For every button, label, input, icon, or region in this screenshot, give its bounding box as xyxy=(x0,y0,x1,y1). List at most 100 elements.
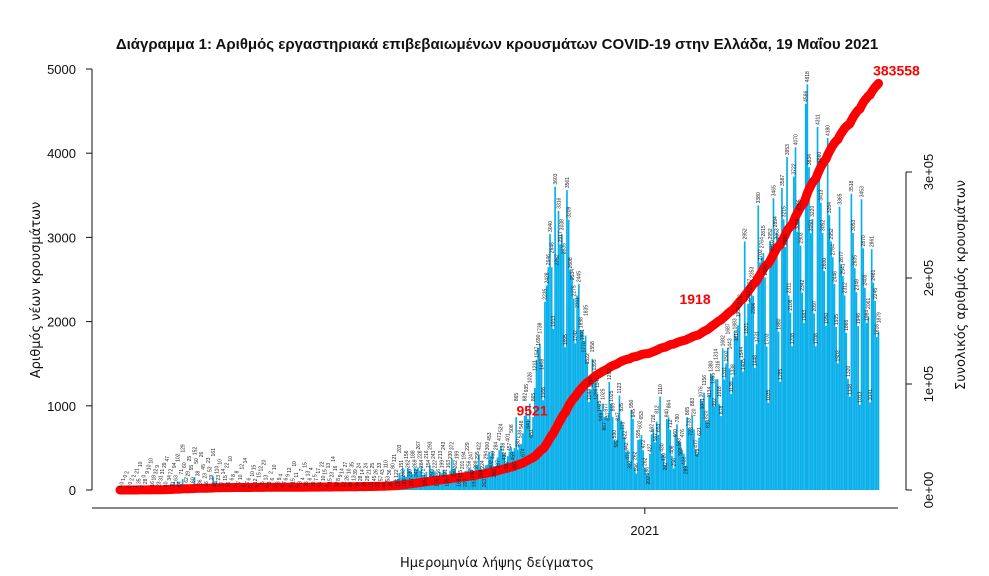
bar xyxy=(630,410,633,490)
bar xyxy=(574,343,577,490)
bar-label: 524 xyxy=(499,423,505,432)
y2-tick-label: 1e+05 xyxy=(921,366,936,403)
bar-label: 2 xyxy=(125,471,131,474)
bar xyxy=(814,346,817,490)
bar-label: 216 xyxy=(424,450,430,459)
bar-label: 0 xyxy=(123,475,129,478)
bar-label: 240 xyxy=(470,470,476,479)
bar-label: 1816 xyxy=(875,324,881,335)
bar-label: 3722 xyxy=(792,163,798,174)
bar xyxy=(821,233,824,490)
bar-label: 1770 xyxy=(582,341,588,352)
bar xyxy=(730,394,733,490)
bar xyxy=(801,292,804,490)
bar-label: 1880 xyxy=(776,318,782,329)
bar-label: 622 xyxy=(622,431,628,440)
bar-label: 1285 xyxy=(778,368,784,379)
bar-label: 4070 xyxy=(793,134,799,145)
bar xyxy=(781,187,783,490)
bar-label: 2646 xyxy=(546,254,552,265)
bar xyxy=(818,164,821,490)
bar-label: 427 xyxy=(648,443,654,452)
bar-label: 8 xyxy=(297,481,303,484)
bar-label: 8 xyxy=(231,474,237,477)
bar xyxy=(615,440,617,490)
bar xyxy=(848,396,851,490)
bar xyxy=(557,210,560,491)
bar-label: 1139 xyxy=(729,381,735,392)
bar-label: 284 xyxy=(419,460,425,469)
bar xyxy=(691,415,694,490)
bar xyxy=(850,193,853,490)
bar-label: 1041 xyxy=(868,389,874,400)
bar-label: 4 xyxy=(274,485,280,488)
bar xyxy=(593,372,595,490)
bar-label: 7 xyxy=(299,468,305,471)
bar-label: 1 xyxy=(133,485,139,488)
bar-label: 10 xyxy=(346,468,352,474)
bar xyxy=(737,325,739,490)
bar-label: 293 xyxy=(428,441,434,450)
bar-label: 1687 xyxy=(726,323,732,334)
bar xyxy=(652,428,655,490)
bar-label: 1286 xyxy=(594,388,600,399)
bar-label: 262 xyxy=(453,460,459,469)
bar xyxy=(679,442,682,490)
bar-label: 163 xyxy=(446,460,452,469)
bar-label: 602 xyxy=(638,420,644,429)
bar xyxy=(523,415,526,490)
bar xyxy=(628,462,631,490)
bar-label: 1742 xyxy=(573,330,579,341)
bar xyxy=(659,396,661,490)
bar xyxy=(588,402,590,490)
x-axis-label: Ημερομηνία λήψης δείγματος xyxy=(400,556,594,571)
bar-label: 3834 xyxy=(807,154,813,165)
bar-label: 8 xyxy=(324,484,330,487)
bar-label: 32 xyxy=(153,469,159,475)
bar-label: 24 xyxy=(357,463,363,469)
bar-label: 243 xyxy=(431,450,437,459)
bar-label: 295 xyxy=(475,451,481,460)
bar-label: 406 xyxy=(670,445,676,454)
bar-label: 186 xyxy=(644,467,650,476)
bar-label: 45 xyxy=(201,464,207,470)
bar-label: 1405 xyxy=(741,359,747,370)
bar-label: 71 xyxy=(179,469,185,475)
bar-label: 10 xyxy=(138,461,144,467)
bar-label: 2608 xyxy=(568,257,574,268)
bar xyxy=(752,295,755,490)
bar xyxy=(865,322,868,490)
bar-label: 262 xyxy=(406,459,412,468)
bar xyxy=(774,246,777,490)
bar xyxy=(623,437,626,490)
bar-label: 651 xyxy=(529,429,535,438)
bar-label: 820 xyxy=(704,410,710,419)
bar-label: 3040 xyxy=(548,221,554,232)
bar-label: 2106 xyxy=(788,299,794,310)
bar-label: 77 xyxy=(219,481,225,487)
annotation-label: 9521 xyxy=(516,402,547,418)
bar xyxy=(625,452,628,490)
bar xyxy=(459,480,462,490)
bar-label: 3465 xyxy=(771,185,777,196)
bar-label: 1814 xyxy=(734,330,740,341)
bar-label: 7 xyxy=(245,481,251,484)
bar-label: 34 xyxy=(167,475,173,481)
bar-label: 2815 xyxy=(761,225,767,236)
bar xyxy=(533,388,536,490)
bar-label: 841 xyxy=(526,420,532,429)
bar-label: 28 xyxy=(365,475,371,481)
bar-label: 50 xyxy=(194,458,200,464)
bar-label: 60 xyxy=(182,462,188,468)
bar-label: 6 xyxy=(270,477,276,480)
bar xyxy=(562,251,565,490)
bar xyxy=(825,325,827,490)
bar-label: 12 xyxy=(253,478,259,484)
bar-label: 1211 xyxy=(533,360,539,371)
bar xyxy=(655,421,658,490)
bar-label: 10 xyxy=(148,458,154,464)
bar-label: 15 xyxy=(328,478,334,484)
bar-label: 2 xyxy=(130,478,136,481)
bar-label: 26 xyxy=(373,469,379,475)
bar xyxy=(567,219,570,491)
